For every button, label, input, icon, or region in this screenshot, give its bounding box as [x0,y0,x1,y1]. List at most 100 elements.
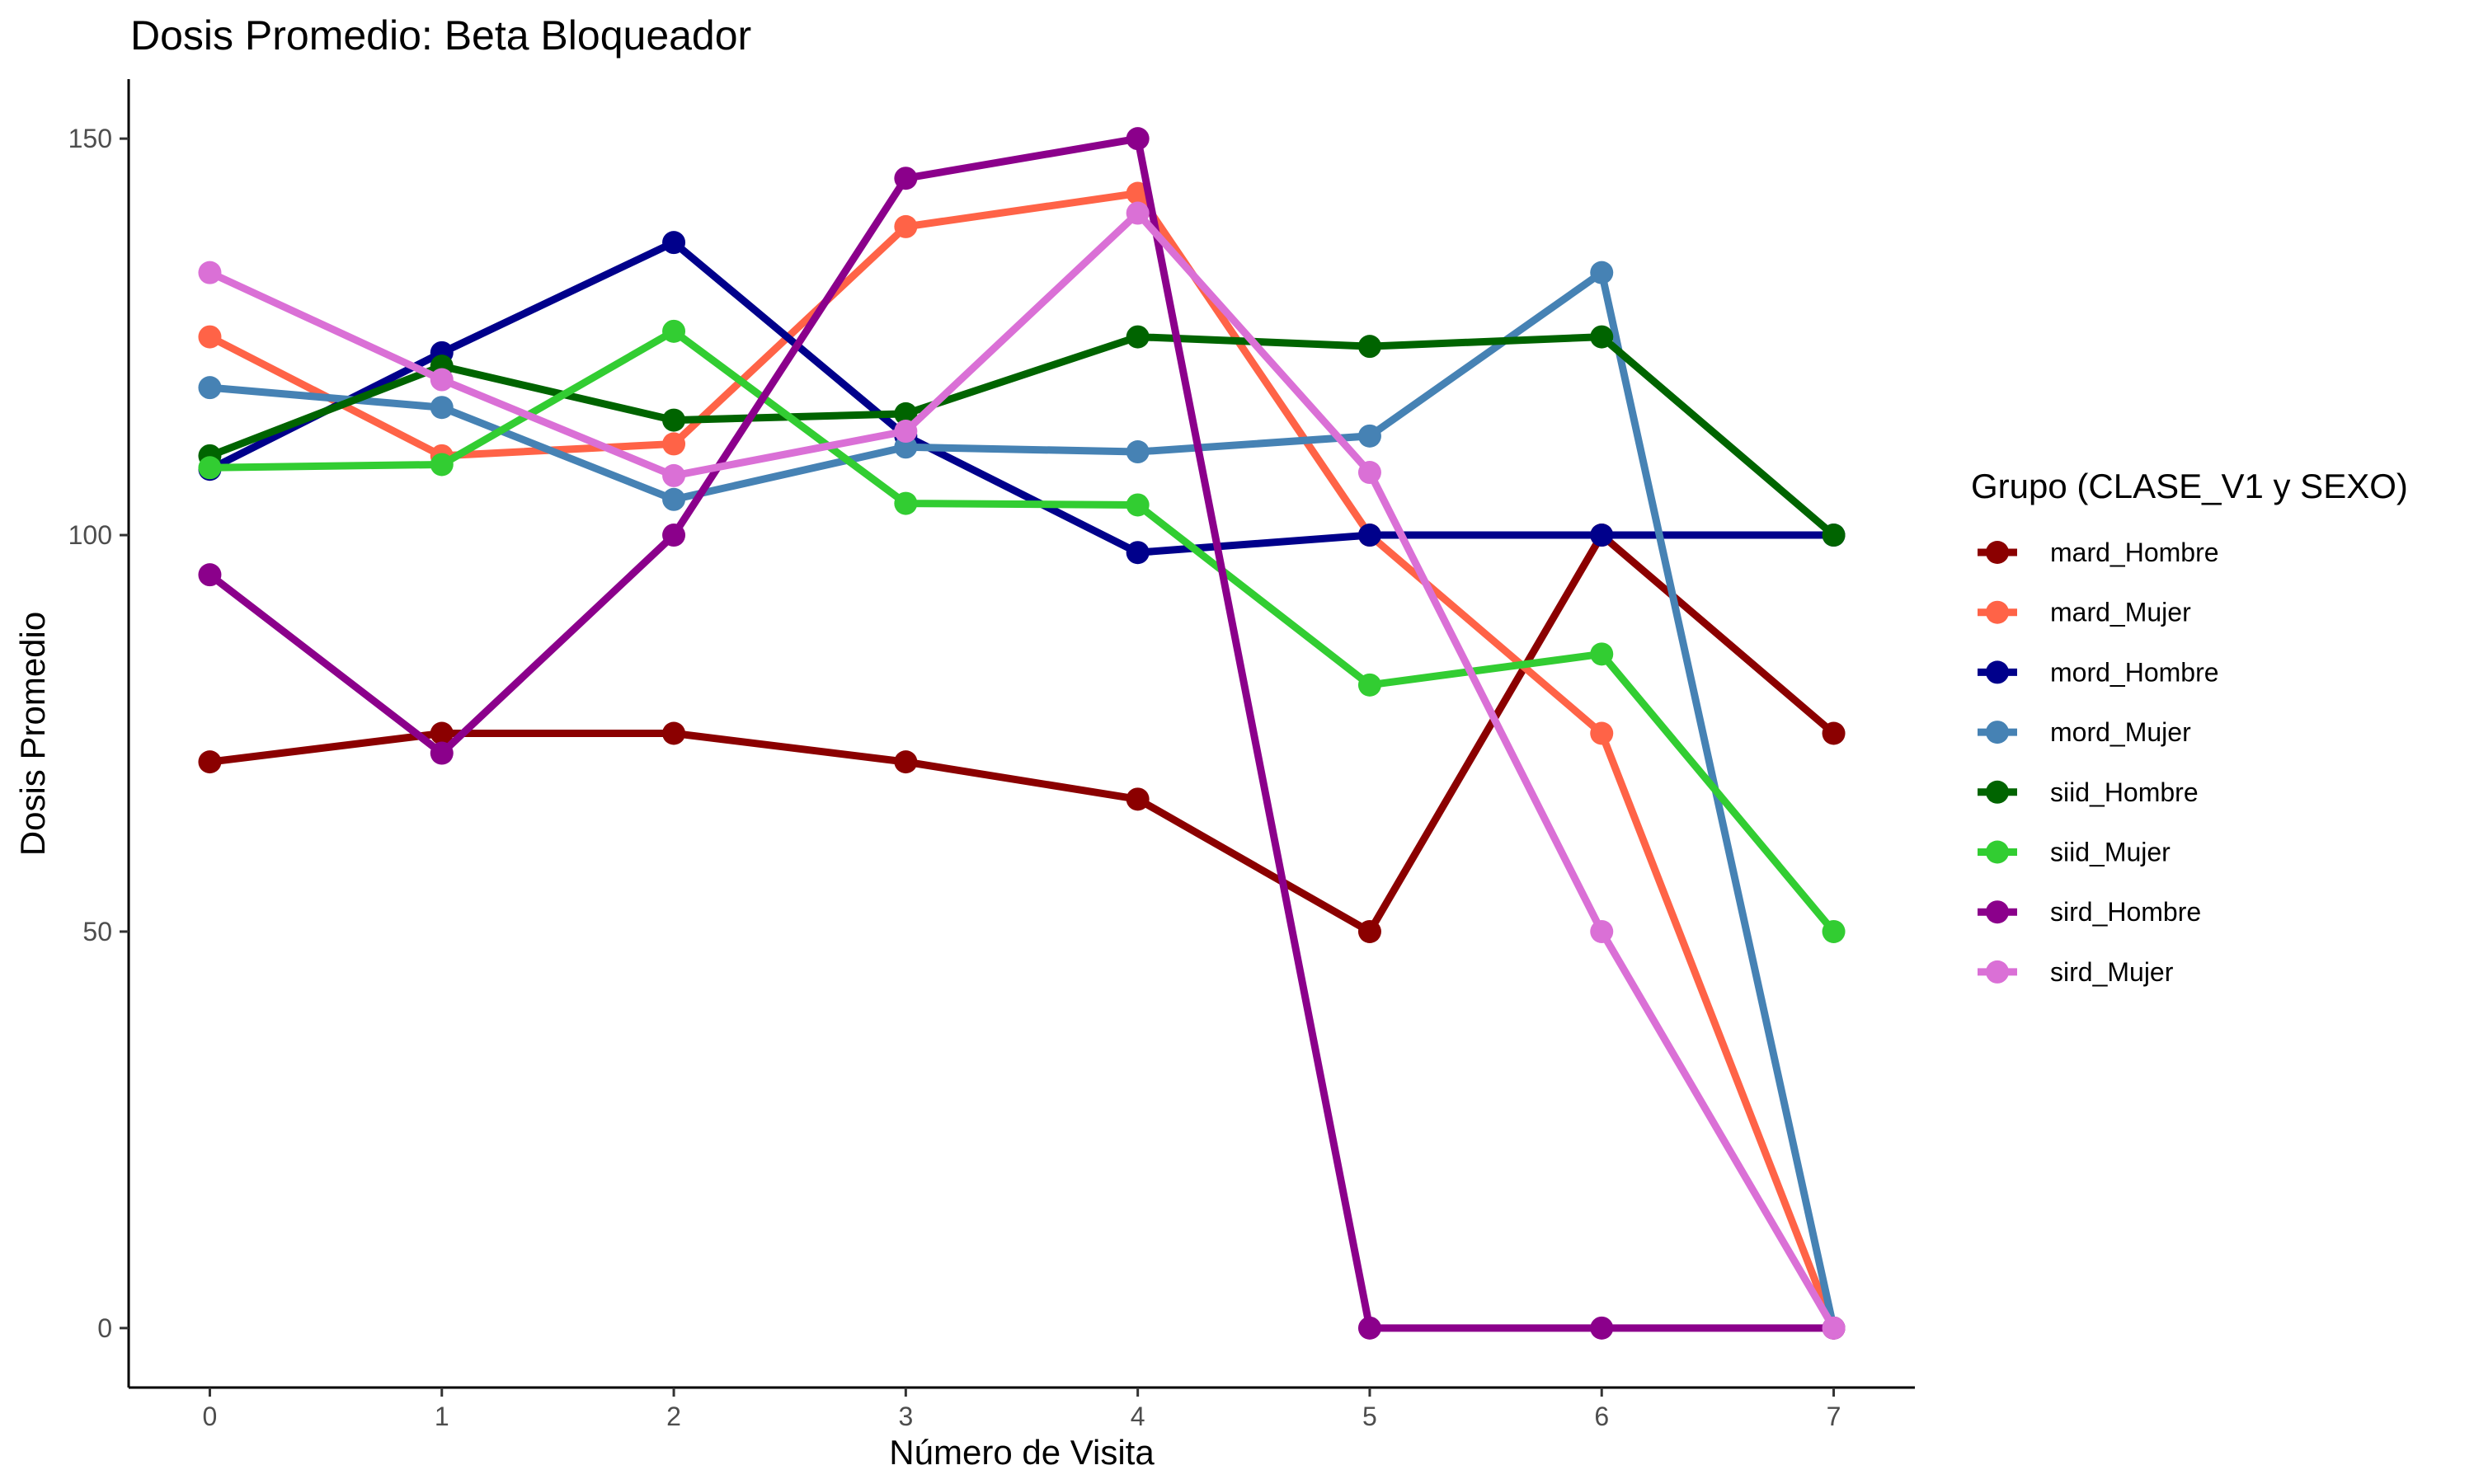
legend-marker [1986,721,2009,744]
x-tick-label: 6 [1594,1402,1609,1431]
y-tick-label: 0 [97,1313,112,1343]
data-point [662,319,686,343]
legend-marker [1986,660,2009,684]
data-point [1590,642,1614,666]
series-line [208,333,1837,538]
data-point [1126,493,1150,517]
data-point [894,402,918,425]
legend-item: sird_Mujer [1978,957,2174,987]
x-axis-ticks: 0 1 2 3 4 5 6 7 [203,1388,1841,1431]
legend-item: siid_Hombre [1978,777,2199,807]
legend-title: Grupo (CLASE_V1 y SEXO) [1971,467,2408,505]
legend-label: mard_Hombre [2050,538,2219,567]
data-point [1357,424,1381,448]
y-axis-title: Dosis Promedio [13,612,52,856]
legend-item: mord_Mujer [1978,717,2191,747]
legend-item: sird_Hombre [1978,897,2201,927]
data-point [1590,919,1614,943]
data-point [1822,919,1846,943]
series-mord_Mujer [198,261,1846,1340]
chart-title: Dosis Promedio: Beta Bloqueador [130,12,751,59]
data-point [1590,261,1614,284]
data-point [430,721,454,745]
series-line [208,238,1834,556]
legend-marker [1986,600,2009,624]
legend-item: siid_Mujer [1978,838,2171,867]
legend-item: mord_Hombre [1978,657,2219,687]
data-point [430,453,454,477]
legend-item: mard_Hombre [1978,538,2219,567]
series-layer [198,127,1846,1340]
data-point [1357,919,1381,943]
data-point [430,368,454,392]
y-tick-label: 150 [68,124,112,153]
x-tick-label: 4 [1131,1402,1145,1431]
data-point [1357,461,1381,485]
data-point [1822,1316,1846,1340]
data-point [1357,1316,1381,1340]
series-line [209,327,1837,934]
legend-marker [1986,840,2009,864]
series-line [209,531,1837,936]
series-line [208,190,1837,1330]
legend-label: siid_Hombre [2050,777,2199,807]
data-point [1822,524,1846,547]
y-axis-ticks: 0 50 100 150 [68,124,129,1343]
x-tick-label: 5 [1362,1402,1377,1431]
data-point [198,563,222,587]
data-point [198,750,222,774]
legend: Grupo (CLASE_V1 y SEXO) mard_Hombremard_… [1971,467,2408,987]
data-point [430,396,454,420]
legend-label: sird_Mujer [2050,957,2174,987]
y-tick-label: 100 [68,520,112,550]
data-point [1590,1316,1614,1340]
series-siid_Mujer [198,319,1846,943]
x-tick-label: 3 [898,1402,913,1431]
x-tick-label: 7 [1827,1402,1841,1431]
data-point [1126,325,1150,349]
series-sird_Mujer [198,201,1846,1340]
legend-label: sird_Hombre [2050,897,2201,927]
x-tick-label: 1 [435,1402,449,1431]
data-point [894,167,918,190]
x-tick-label: 0 [203,1402,218,1431]
legend-label: mord_Mujer [2050,717,2191,747]
data-point [894,435,918,459]
data-point [1126,127,1150,151]
legend-marker [1986,541,2009,564]
data-point [1357,524,1381,547]
data-point [1357,335,1381,359]
legend-label: mard_Mujer [2050,598,2191,627]
data-point [198,456,222,480]
data-point [662,524,686,547]
data-point [662,487,686,511]
plot-area: 0 50 100 150 0 1 2 3 4 5 6 7 [68,79,1915,1431]
data-point [198,261,222,284]
legend-marker [1986,960,2009,984]
data-point [198,325,222,349]
series-siid_Hombre [198,325,1846,547]
legend-label: mord_Hombre [2050,657,2219,687]
data-point [430,741,454,765]
data-point [662,408,686,432]
legend-item: mard_Mujer [1978,598,2191,627]
data-point [894,750,918,774]
data-point [1126,541,1150,565]
data-point [1126,440,1150,464]
legend-marker [1986,900,2009,924]
data-point [1590,325,1614,349]
y-tick-label: 50 [82,917,112,946]
data-point [198,376,222,400]
legend-marker [1986,780,2009,804]
series-line [209,269,1837,1329]
x-tick-label: 2 [666,1402,681,1431]
data-point [894,214,918,238]
legend-items: mard_Hombre mard_Mujer mord_Hombre mord_Muj… [1978,538,2219,987]
data-point [1126,201,1150,225]
data-point [894,420,918,444]
data-point [1126,787,1150,811]
data-point [1357,673,1381,697]
data-point [662,463,686,487]
data-point [1590,524,1614,547]
